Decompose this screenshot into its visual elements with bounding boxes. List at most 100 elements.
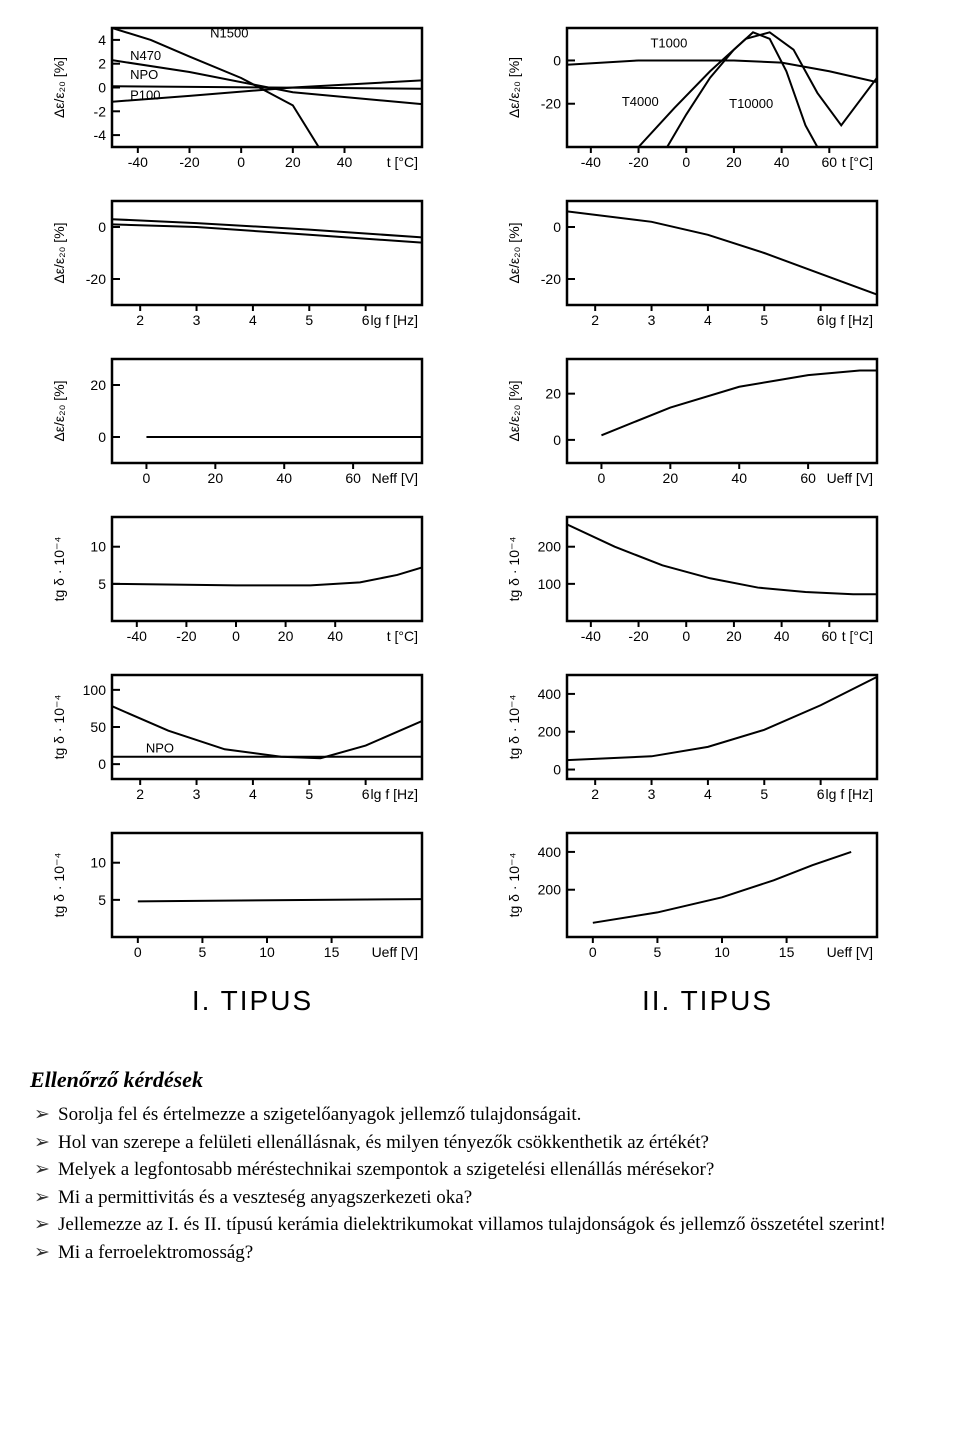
svg-text:-20: -20 xyxy=(86,271,106,287)
svg-text:t [°C]: t [°C] xyxy=(387,628,418,644)
svg-text:60: 60 xyxy=(822,154,838,170)
svg-text:200: 200 xyxy=(538,882,562,898)
svg-text:-4: -4 xyxy=(94,127,107,143)
svg-text:60: 60 xyxy=(822,628,838,644)
svg-text:50: 50 xyxy=(90,719,106,735)
svg-text:0: 0 xyxy=(682,628,690,644)
svg-text:5: 5 xyxy=(199,944,207,960)
svg-text:2: 2 xyxy=(98,56,106,72)
svg-text:lg f [Hz]: lg f [Hz] xyxy=(371,312,418,328)
svg-text:-40: -40 xyxy=(128,154,148,170)
svg-text:40: 40 xyxy=(774,154,790,170)
svg-text:Δε/ε₂₀ [%]: Δε/ε₂₀ [%] xyxy=(506,57,522,118)
svg-text:15: 15 xyxy=(779,944,795,960)
svg-text:0: 0 xyxy=(553,762,561,778)
question-item: Mi a ferroelektromosság? xyxy=(30,1239,930,1267)
svg-text:40: 40 xyxy=(774,628,790,644)
svg-text:0: 0 xyxy=(598,470,606,486)
svg-text:Neff [V]: Neff [V] xyxy=(372,470,418,486)
svg-text:10: 10 xyxy=(90,855,106,871)
svg-text:lg f [Hz]: lg f [Hz] xyxy=(826,786,873,802)
svg-text:-40: -40 xyxy=(127,628,147,644)
svg-text:60: 60 xyxy=(345,470,361,486)
svg-text:6: 6 xyxy=(362,786,370,802)
svg-text:0: 0 xyxy=(143,470,151,486)
svg-text:-20: -20 xyxy=(628,154,648,170)
panel-r6c2: 051015Ueff [V]200400tg δ · 10⁻⁴ xyxy=(505,825,910,965)
svg-text:40: 40 xyxy=(731,470,747,486)
svg-text:NPO: NPO xyxy=(146,740,174,755)
svg-text:5: 5 xyxy=(98,576,106,592)
svg-text:40: 40 xyxy=(337,154,353,170)
svg-text:4: 4 xyxy=(249,786,257,802)
panel-r1c1: -40-2002040t [°C]-4-2024Δε/ε₂₀ [%]N1500N… xyxy=(50,20,455,175)
question-item: Jellemezze az I. és II. típusú kerámia d… xyxy=(30,1211,930,1239)
svg-text:2: 2 xyxy=(591,312,599,328)
question-item: Hol van szerepe a felületi ellenállásnak… xyxy=(30,1129,930,1157)
svg-text:10: 10 xyxy=(259,944,275,960)
svg-text:0: 0 xyxy=(553,219,561,235)
svg-text:20: 20 xyxy=(726,628,742,644)
panel-r5c2: 23456lg f [Hz]0200400tg δ · 10⁻⁴ xyxy=(505,667,910,807)
svg-text:60: 60 xyxy=(800,470,816,486)
questions-list: Sorolja fel és értelmezze a szigetelőany… xyxy=(30,1101,930,1266)
svg-text:lg f [Hz]: lg f [Hz] xyxy=(371,786,418,802)
svg-text:0: 0 xyxy=(98,219,106,235)
svg-text:10: 10 xyxy=(90,539,106,555)
panel-r2c2: 23456lg f [Hz]-200Δε/ε₂₀ [%] xyxy=(505,193,910,333)
svg-text:tg δ · 10⁻⁴: tg δ · 10⁻⁴ xyxy=(506,853,522,918)
svg-text:Ueff [V]: Ueff [V] xyxy=(372,944,418,960)
svg-text:Δε/ε₂₀ [%]: Δε/ε₂₀ [%] xyxy=(51,57,67,118)
svg-text:-40: -40 xyxy=(581,628,601,644)
svg-text:5: 5 xyxy=(305,786,313,802)
svg-text:0: 0 xyxy=(134,944,142,960)
svg-text:t [°C]: t [°C] xyxy=(842,154,873,170)
svg-text:3: 3 xyxy=(193,312,201,328)
svg-text:Ueff [V]: Ueff [V] xyxy=(827,470,873,486)
svg-text:400: 400 xyxy=(538,686,562,702)
svg-text:0: 0 xyxy=(682,154,690,170)
svg-text:-40: -40 xyxy=(581,154,601,170)
questions-block: Ellenőrző kérdések Sorolja fel és értelm… xyxy=(20,1067,940,1266)
svg-text:P100: P100 xyxy=(130,87,160,102)
svg-text:6: 6 xyxy=(362,312,370,328)
svg-text:0: 0 xyxy=(237,154,245,170)
svg-text:400: 400 xyxy=(538,844,562,860)
svg-text:Δε/ε₂₀ [%]: Δε/ε₂₀ [%] xyxy=(506,380,522,441)
svg-text:3: 3 xyxy=(193,786,201,802)
svg-text:tg δ · 10⁻⁴: tg δ · 10⁻⁴ xyxy=(51,537,67,602)
svg-text:Δε/ε₂₀ [%]: Δε/ε₂₀ [%] xyxy=(51,380,67,441)
svg-text:15: 15 xyxy=(324,944,340,960)
svg-text:40: 40 xyxy=(276,470,292,486)
svg-text:0: 0 xyxy=(589,944,597,960)
panel-r2c1: 23456lg f [Hz]-200Δε/ε₂₀ [%] xyxy=(50,193,455,333)
svg-text:t [°C]: t [°C] xyxy=(842,628,873,644)
svg-text:0: 0 xyxy=(98,429,106,445)
svg-text:4: 4 xyxy=(249,312,257,328)
svg-text:2: 2 xyxy=(591,786,599,802)
svg-text:4: 4 xyxy=(704,312,712,328)
svg-text:tg δ · 10⁻⁴: tg δ · 10⁻⁴ xyxy=(506,537,522,602)
svg-text:20: 20 xyxy=(285,154,301,170)
svg-text:NPO: NPO xyxy=(130,67,158,82)
svg-text:20: 20 xyxy=(545,386,561,402)
svg-text:200: 200 xyxy=(538,724,562,740)
question-item: Sorolja fel és értelmezze a szigetelőany… xyxy=(30,1101,930,1129)
panel-r6c1: 051015Ueff [V]510tg δ · 10⁻⁴ xyxy=(50,825,455,965)
svg-text:2: 2 xyxy=(136,786,144,802)
svg-text:Δε/ε₂₀ [%]: Δε/ε₂₀ [%] xyxy=(506,222,522,283)
questions-heading: Ellenőrző kérdések xyxy=(30,1067,930,1093)
svg-text:T10000: T10000 xyxy=(729,96,773,111)
svg-text:20: 20 xyxy=(726,154,742,170)
svg-text:t [°C]: t [°C] xyxy=(387,154,418,170)
svg-text:0: 0 xyxy=(232,628,240,644)
svg-text:Δε/ε₂₀ [%]: Δε/ε₂₀ [%] xyxy=(51,222,67,283)
svg-text:2: 2 xyxy=(136,312,144,328)
svg-text:Ueff [V]: Ueff [V] xyxy=(827,944,873,960)
column-title-right: II. TIPUS xyxy=(505,985,910,1017)
svg-text:10: 10 xyxy=(714,944,730,960)
svg-text:-20: -20 xyxy=(541,271,561,287)
panel-r4c1: -40-2002040t [°C]510tg δ · 10⁻⁴ xyxy=(50,509,455,649)
svg-text:20: 20 xyxy=(90,377,106,393)
svg-text:4: 4 xyxy=(704,786,712,802)
